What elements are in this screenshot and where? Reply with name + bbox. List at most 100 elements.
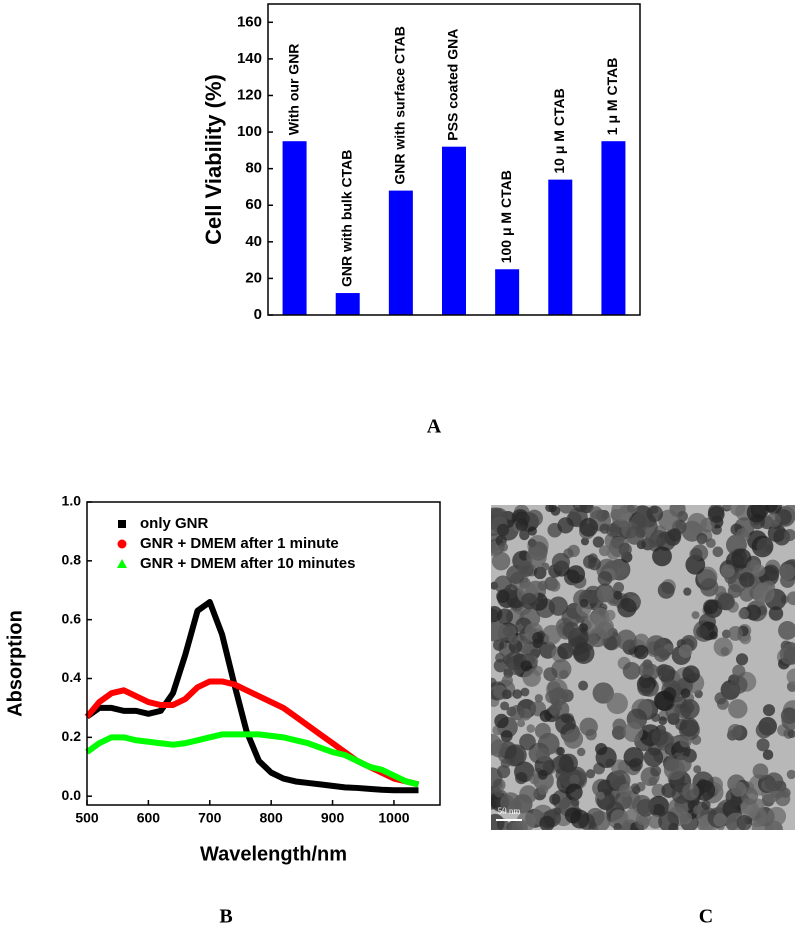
particle (578, 680, 589, 691)
particle (738, 608, 749, 620)
y-tick-label: 120 (237, 86, 262, 103)
particle (755, 722, 772, 739)
particle (508, 634, 519, 645)
particle (779, 643, 795, 666)
particle (751, 817, 774, 830)
particle (705, 538, 716, 549)
particle (679, 699, 700, 720)
particle (633, 633, 650, 649)
bar (388, 190, 413, 315)
bar-label: GNR with bulk CTAB (338, 150, 354, 287)
particle (597, 571, 613, 586)
particle (683, 587, 692, 596)
particle (596, 791, 605, 800)
legend-label: GNR + DMEM after 10 minutes (140, 555, 355, 572)
particle (511, 819, 528, 830)
particle (648, 534, 661, 548)
particle (652, 546, 672, 567)
particle (596, 621, 614, 639)
particle (618, 542, 632, 557)
particle (694, 779, 716, 801)
particle (752, 763, 769, 780)
particle (735, 653, 749, 666)
particle (541, 624, 562, 645)
y-tick-label: 0.8 (62, 552, 82, 568)
x-tick-label: 1000 (378, 810, 409, 826)
particle (618, 566, 629, 576)
particle (764, 772, 784, 792)
particle (579, 517, 599, 537)
y-tick-label: 140 (237, 50, 262, 67)
particle (519, 529, 530, 541)
particle (543, 667, 558, 682)
particle (597, 779, 614, 796)
particles (491, 505, 795, 830)
particle (646, 505, 664, 523)
particle (534, 694, 543, 703)
bar (282, 141, 307, 315)
particle (779, 564, 795, 581)
plot-frame (267, 3, 641, 316)
particle (557, 505, 575, 514)
particle (679, 811, 693, 825)
particle (623, 722, 643, 742)
series-line (85, 731, 420, 788)
particle (722, 505, 732, 510)
particle (576, 747, 586, 757)
plot-frame (86, 501, 441, 806)
legend-marker (118, 520, 126, 528)
bar (495, 269, 520, 315)
particle (714, 692, 727, 705)
particle (648, 776, 658, 786)
particle (721, 564, 735, 578)
particle (491, 733, 502, 756)
particle (612, 718, 627, 733)
particle (700, 578, 719, 597)
particle (638, 662, 655, 678)
particle (592, 536, 605, 548)
particle (515, 518, 529, 531)
bar (601, 141, 626, 315)
y-axis-label: Absorption (4, 610, 26, 717)
particle (781, 711, 795, 731)
bar-label: 10 μ M CTAB (551, 88, 567, 173)
particle (573, 505, 588, 513)
particle (762, 749, 774, 760)
particle (595, 746, 617, 768)
particle (651, 728, 669, 746)
particle (549, 793, 561, 805)
particle (687, 512, 708, 533)
particle (494, 788, 503, 798)
particle (580, 537, 589, 546)
particle (501, 689, 512, 700)
particle (564, 807, 581, 824)
particle (629, 757, 643, 772)
particle (496, 523, 510, 537)
particle (519, 785, 538, 804)
particle (682, 665, 700, 684)
particle (786, 591, 795, 606)
particle (517, 560, 534, 578)
particle (679, 717, 699, 737)
particle (618, 783, 633, 798)
particle (541, 562, 550, 571)
y-axis-label: Cell Viability (%) (201, 74, 226, 245)
particle (658, 811, 680, 830)
series-line (85, 599, 419, 794)
particle (740, 800, 759, 819)
particle (765, 505, 782, 515)
particle (739, 572, 755, 588)
particle (701, 800, 711, 810)
particle (685, 554, 706, 575)
particle (728, 625, 743, 641)
y-tick-label: 20 (245, 269, 262, 286)
particle (762, 564, 780, 582)
bar-label: PSS coated GNA (445, 29, 461, 141)
particle (559, 669, 569, 680)
particle (668, 528, 682, 542)
x-tick-label: 600 (137, 810, 161, 826)
particle (613, 590, 623, 600)
particle (717, 593, 735, 611)
particle (591, 607, 610, 627)
